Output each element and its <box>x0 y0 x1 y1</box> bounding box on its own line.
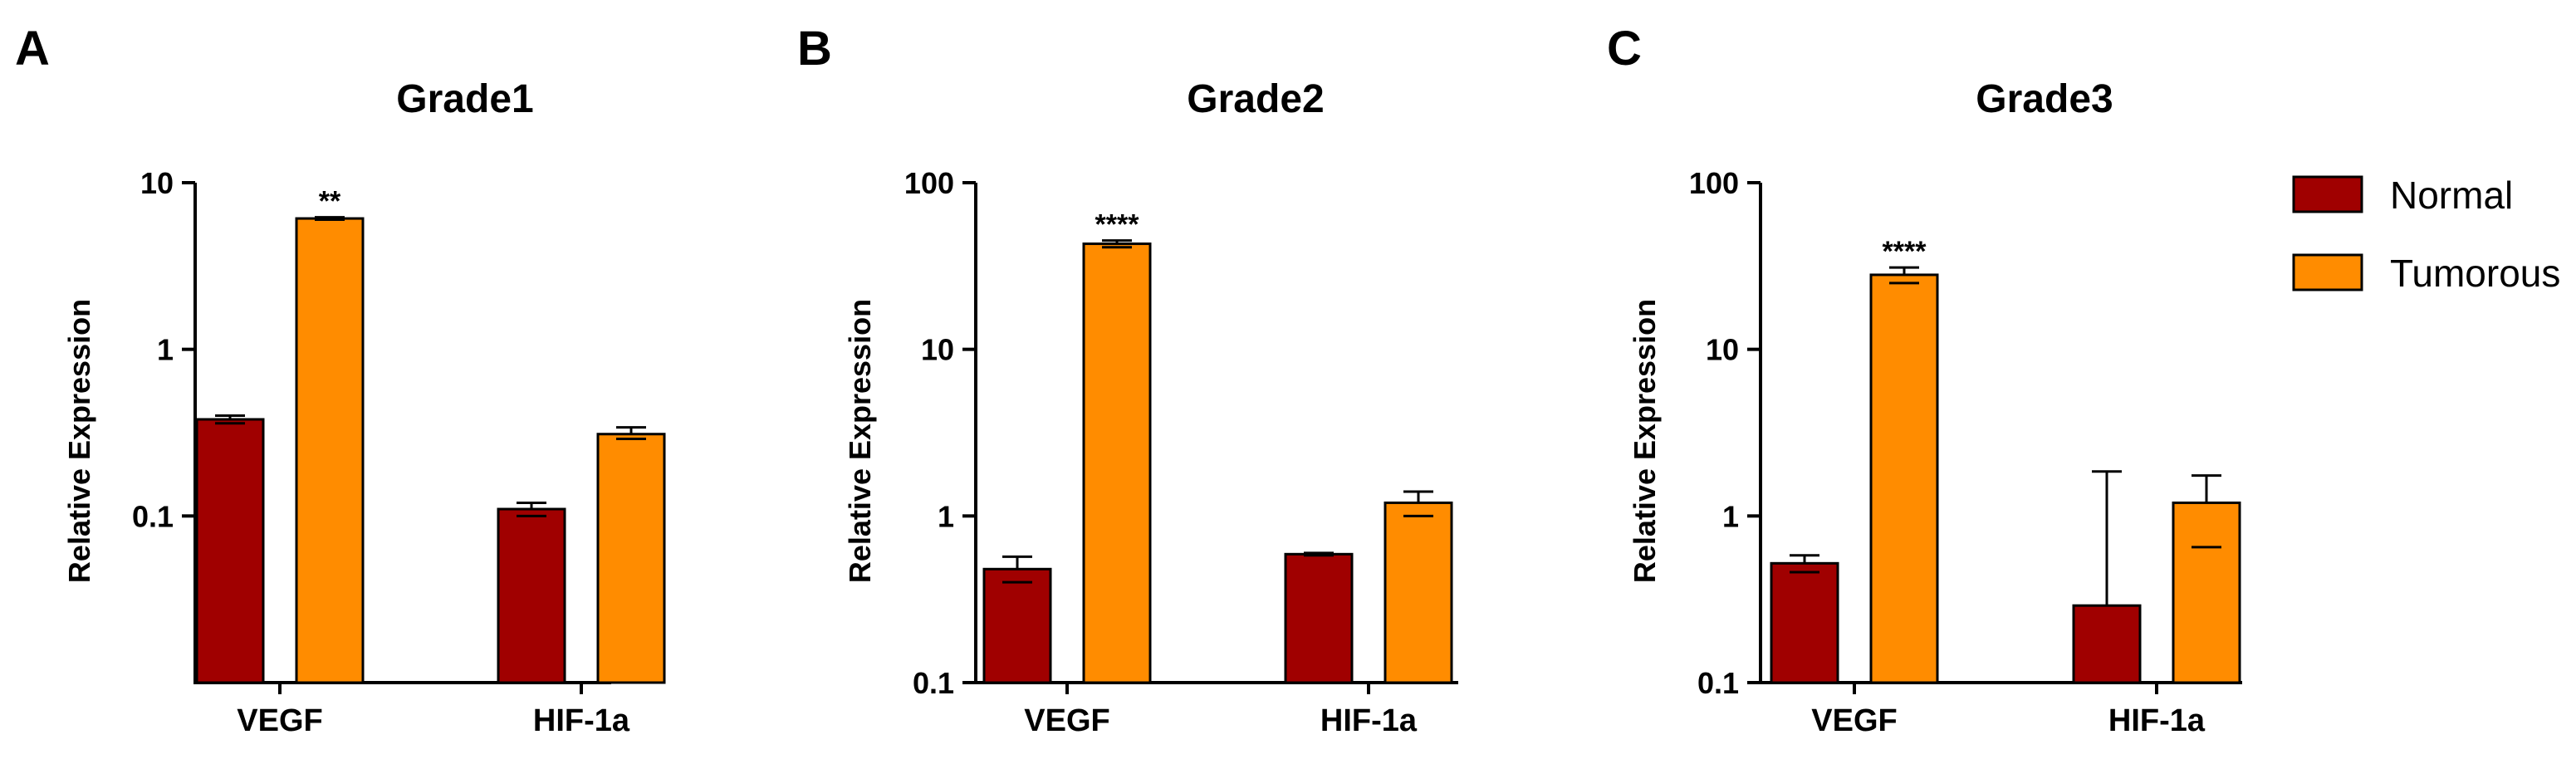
x-category-label: HIF-1a <box>533 703 630 738</box>
legend-swatch-normal <box>2292 175 2363 213</box>
y-tick-label: 1 <box>938 499 954 533</box>
y-tick-label: 100 <box>1689 166 1739 200</box>
y-tick-label: 10 <box>1706 333 1739 367</box>
bar-tumorous-vegf <box>1869 273 1939 684</box>
legend-swatch-tumorous <box>2292 253 2363 291</box>
bar-tumorous-hif-1a <box>1383 501 1453 684</box>
y-tick-label: 100 <box>904 166 954 200</box>
legend-label-tumorous: Tumorous <box>2390 252 2560 295</box>
chart-title: Grade2 <box>1187 77 1324 121</box>
y-tick-label: 10 <box>140 166 174 200</box>
y-axis-label: Relative Expression <box>843 299 877 583</box>
legend: Normal Tumorous <box>2292 174 2560 295</box>
bar-tumorous-hif-1a <box>2172 501 2241 684</box>
significance-label: **** <box>1883 236 1927 267</box>
x-category-label: HIF-1a <box>2108 703 2206 738</box>
y-axis-label: Relative Expression <box>62 299 96 583</box>
significance-label: ** <box>319 186 341 218</box>
x-category-label: HIF-1a <box>1320 703 1418 738</box>
y-tick-label: 0.1 <box>913 666 954 700</box>
y-tick-label: 0.1 <box>1697 666 1739 700</box>
chart-title: Grade1 <box>396 77 533 121</box>
bar-normal-vegf <box>195 418 265 684</box>
legend-label-normal: Normal <box>2390 174 2513 217</box>
significance-label: **** <box>1095 209 1140 241</box>
bar-normal-hif-1a <box>2072 604 2142 684</box>
chart-title: Grade3 <box>1976 77 2113 121</box>
chart-panel-A: A Grade1 Relative Expression 10 1 0.1 ** VEGF HI… <box>15 22 666 738</box>
panel-letter: C <box>1607 22 1642 76</box>
chart-panel-C: C Grade3 Relative Expression 100 10 1 0.1 **** V… <box>1607 22 2242 738</box>
x-category-label: VEGF <box>1811 703 1897 738</box>
y-axis-label: Relative Expression <box>1628 299 1662 583</box>
bar-normal-vegf <box>1770 561 1839 684</box>
y-tick-label: 1 <box>157 333 174 367</box>
bar-tumorous-vegf <box>295 217 365 684</box>
x-category-label: VEGF <box>1024 703 1109 738</box>
bar-normal-hif-1a <box>497 507 566 684</box>
panel-letter: B <box>797 22 832 76</box>
bar-tumorous-vegf <box>1082 242 1152 684</box>
bar-tumorous-hif-1a <box>596 433 666 684</box>
bar-normal-hif-1a <box>1284 552 1354 684</box>
x-category-label: VEGF <box>237 703 322 738</box>
bar-normal-vegf <box>982 567 1052 684</box>
y-tick-label: 1 <box>1722 499 1739 533</box>
chart-panel-B: B Grade2 Relative Expression 100 10 1 0.1 **** V… <box>797 22 1458 738</box>
panel-letter: A <box>15 22 50 76</box>
y-tick-label: 10 <box>921 333 954 367</box>
y-tick-label: 0.1 <box>132 499 174 533</box>
